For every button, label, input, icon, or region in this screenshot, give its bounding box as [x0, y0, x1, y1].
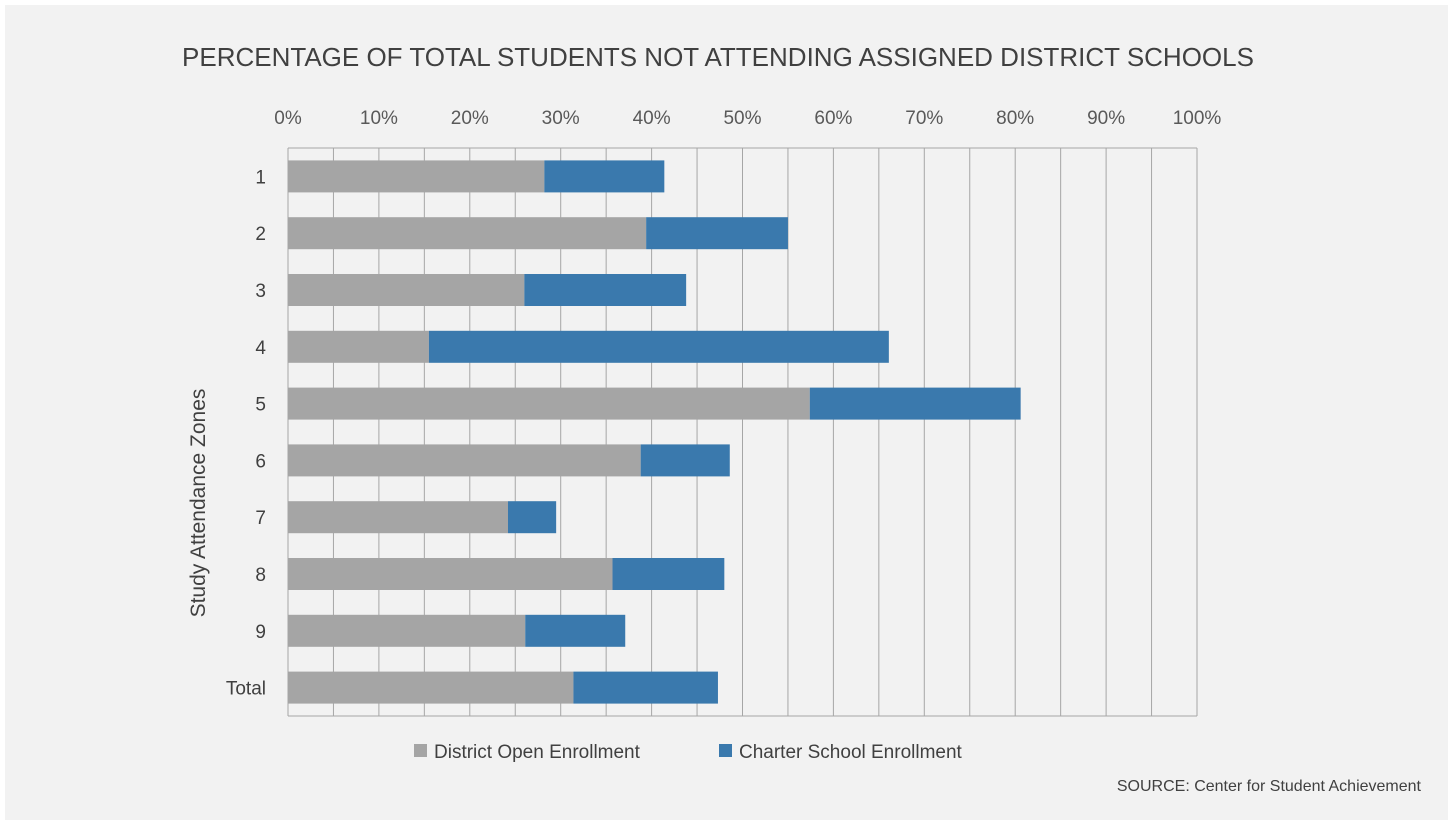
- category-label: 8: [255, 565, 266, 586]
- bar-segment: [288, 274, 525, 306]
- legend-swatch: [719, 744, 732, 757]
- category-label: 6: [255, 451, 266, 472]
- bar-segment: [288, 558, 613, 590]
- bar-segment: [640, 444, 730, 477]
- source-note: SOURCE: Center for Student Achievement: [1117, 778, 1422, 795]
- bar-segment: [809, 387, 1021, 420]
- category-label: 1: [255, 167, 266, 188]
- bar-segment: [612, 558, 725, 590]
- x-tick-label: 30%: [542, 108, 580, 129]
- category-label: Total: [226, 679, 266, 700]
- category-label: 7: [255, 508, 266, 529]
- x-tick-label: 20%: [451, 108, 489, 129]
- category-label: 5: [255, 395, 266, 416]
- bar-segment: [288, 387, 810, 420]
- legend: District Open Enrollment Charter School E…: [414, 742, 963, 763]
- chart-title: PERCENTAGE OF TOTAL STUDENTS NOT ATTENDI…: [182, 42, 1254, 72]
- legend-label: District Open Enrollment: [434, 742, 641, 763]
- bar-segment: [428, 330, 889, 363]
- legend-label: Charter School Enrollment: [739, 742, 963, 763]
- x-tick-label: 70%: [905, 108, 943, 129]
- x-tick-label: 0%: [274, 108, 302, 129]
- bar-segment: [288, 160, 545, 193]
- bar-segment: [288, 444, 641, 477]
- x-tick-label: 60%: [814, 108, 852, 129]
- bar-segment: [288, 501, 508, 534]
- bar-segment: [524, 274, 687, 306]
- x-tick-label: 80%: [996, 108, 1034, 129]
- category-label: 2: [255, 224, 266, 245]
- bar-segment: [544, 160, 665, 193]
- bars: [288, 160, 1021, 704]
- x-tick-label: 50%: [723, 108, 761, 129]
- bar-segment: [288, 217, 647, 250]
- y-axis-categories: 1 2 3 4 5 6 7 8 9 Total: [226, 167, 267, 699]
- y-axis-label: Study Attendance Zones: [187, 389, 210, 618]
- bar-segment: [288, 614, 526, 647]
- bar-segment: [288, 330, 429, 363]
- bar-segment: [525, 614, 626, 647]
- x-tick-label: 10%: [360, 108, 398, 129]
- category-label: 9: [255, 622, 266, 643]
- bar-segment: [507, 501, 557, 534]
- category-label: 4: [255, 338, 266, 359]
- category-label: 3: [255, 281, 266, 302]
- x-tick-label: 40%: [633, 108, 671, 129]
- bar-segment: [573, 671, 718, 704]
- x-tick-label: 90%: [1087, 108, 1125, 129]
- legend-swatch: [414, 744, 427, 757]
- bar-segment: [288, 671, 574, 704]
- bar-segment: [646, 217, 788, 250]
- x-tick-label: 100%: [1173, 108, 1222, 129]
- x-axis-ticks: 0% 10% 20% 30% 40% 50% 60% 70% 80% 90% 100%: [274, 108, 1221, 129]
